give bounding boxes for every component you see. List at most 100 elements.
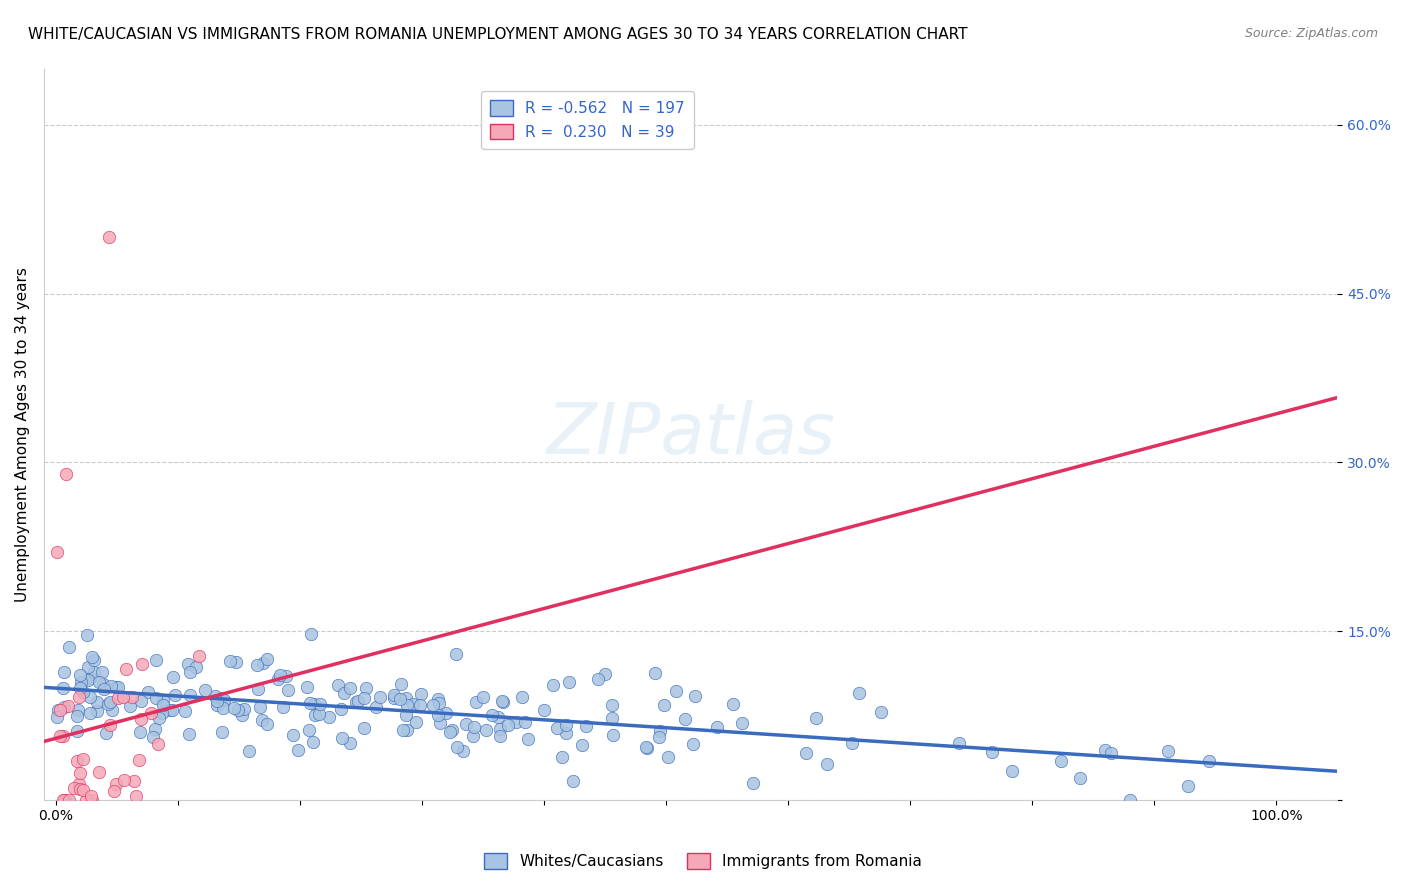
Point: [69, 668, 91, 682]
Point: [69, 681, 91, 695]
Point: [434, 706, 457, 721]
Point: [209, 690, 232, 705]
Point: [46, 710, 69, 724]
Point: [446, 740, 468, 755]
Point: [295, 681, 318, 695]
Point: [53, 793, 76, 807]
Point: [1118, 793, 1140, 807]
Point: [76, 660, 98, 674]
Point: [723, 697, 745, 711]
Point: [657, 750, 679, 764]
Point: [226, 703, 249, 717]
Point: [463, 729, 485, 743]
Point: [742, 776, 765, 790]
Point: [93, 681, 115, 696]
Point: [515, 715, 537, 730]
Point: [328, 678, 350, 692]
Point: [76, 628, 98, 642]
Point: [91, 665, 114, 679]
Point: [533, 703, 555, 717]
Point: [98, 695, 121, 709]
Point: [256, 651, 278, 665]
Point: [1050, 755, 1073, 769]
Point: [179, 665, 201, 679]
Point: [593, 667, 616, 681]
Point: [66, 755, 89, 769]
Point: [63, 780, 86, 795]
Point: [562, 774, 585, 789]
Point: [148, 711, 170, 725]
Point: [66, 703, 89, 717]
Point: [299, 696, 322, 710]
Point: [948, 735, 970, 749]
Point: [91, 677, 114, 691]
Point: [72, 684, 94, 698]
Point: [440, 723, 463, 737]
Point: [330, 702, 353, 716]
Point: [66, 708, 89, 723]
Point: [1069, 771, 1091, 785]
Point: [163, 688, 186, 702]
Point: [706, 720, 728, 734]
Point: [353, 721, 375, 735]
Point: [224, 700, 246, 714]
Point: [815, 757, 838, 772]
Point: [120, 699, 142, 714]
Point: [274, 669, 297, 683]
Point: [238, 744, 260, 758]
Point: [98, 718, 121, 732]
Point: [246, 657, 269, 672]
Point: [256, 717, 278, 731]
Point: [309, 698, 332, 712]
Point: [652, 698, 675, 712]
Point: [247, 681, 270, 696]
Point: [491, 694, 513, 708]
Point: [396, 723, 419, 737]
Point: [107, 690, 129, 705]
Point: [408, 698, 430, 712]
Point: [555, 718, 578, 732]
Point: [143, 723, 166, 737]
Point: [98, 230, 121, 244]
Point: [145, 691, 167, 706]
Point: [145, 653, 167, 667]
Point: [97, 697, 120, 711]
Point: [52, 681, 75, 695]
Point: [179, 727, 201, 741]
Point: [211, 701, 233, 715]
Point: [212, 693, 235, 707]
Point: [330, 731, 353, 746]
Point: [394, 690, 416, 705]
Point: [382, 688, 405, 702]
Point: [489, 729, 512, 743]
Point: [152, 698, 174, 712]
Point: [1198, 754, 1220, 768]
Point: [80, 793, 103, 807]
Point: [1157, 744, 1180, 758]
Text: Source: ZipAtlas.com: Source: ZipAtlas.com: [1244, 27, 1378, 40]
Point: [981, 746, 1004, 760]
Point: [107, 680, 129, 694]
Point: [841, 736, 863, 750]
Point: [55, 467, 77, 481]
Point: [269, 668, 291, 682]
Point: [76, 673, 98, 687]
Point: [100, 679, 122, 693]
Point: [45, 545, 67, 559]
Point: [339, 681, 361, 695]
Point: [266, 672, 288, 686]
Point: [52, 729, 75, 743]
Point: [475, 723, 498, 737]
Point: [426, 708, 449, 723]
Point: [86, 704, 108, 718]
Point: [79, 671, 101, 685]
Point: [505, 714, 527, 729]
Point: [575, 719, 598, 733]
Point: [122, 773, 145, 788]
Point: [664, 684, 686, 698]
Point: [301, 735, 323, 749]
Point: [636, 740, 658, 755]
Point: [205, 698, 228, 712]
Point: [402, 698, 425, 712]
Point: [644, 665, 666, 680]
